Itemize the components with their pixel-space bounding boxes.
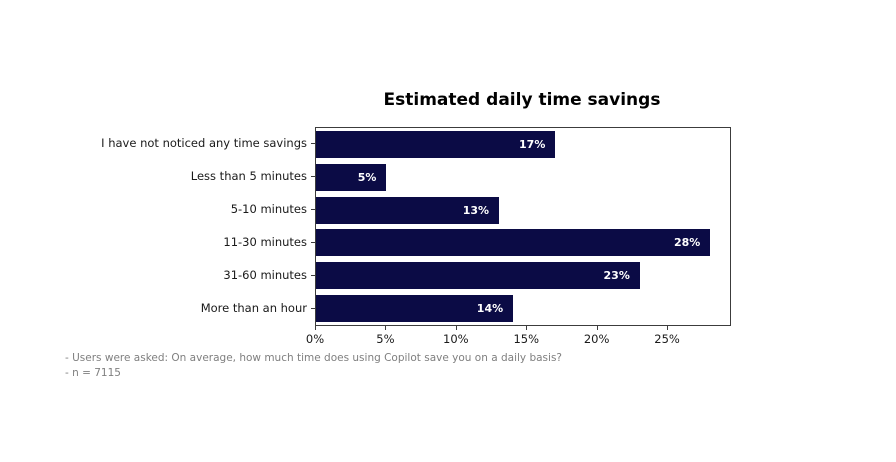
x-axis-tick <box>315 326 316 330</box>
bar-value-label: 14% <box>476 302 504 316</box>
x-axis-tick <box>596 326 598 330</box>
y-axis-label: 31-60 minutes <box>223 267 307 282</box>
y-axis-tick <box>311 307 315 309</box>
footnote-line: - n = 7115 <box>65 367 121 379</box>
x-axis-tick-label: 15% <box>513 332 539 346</box>
bar: 17% <box>316 130 556 158</box>
y-axis-labels: I have not noticed any time savings Less … <box>0 127 315 324</box>
y-axis-label: 11-30 minutes <box>223 234 307 249</box>
x-axis-tick-label: 20% <box>583 332 610 346</box>
bar-value-label: 13% <box>462 203 490 217</box>
footnotes: - Users were asked: On average, how much… <box>65 351 562 381</box>
x-axis-tick <box>667 326 669 330</box>
bar: 28% <box>316 229 711 257</box>
bar: 23% <box>316 262 640 290</box>
y-axis-tick <box>311 274 315 276</box>
y-axis-tick <box>311 143 315 145</box>
x-axis-tick-label: 10% <box>443 332 469 346</box>
x-axis-tick-label: 25% <box>654 332 680 346</box>
plot-area: 17% 5% 13% 28% 23% 14% <box>315 127 731 326</box>
x-axis-tick <box>526 326 528 330</box>
x-axis-tick-label: 5% <box>376 332 395 346</box>
x-axis-tick-label: 0% <box>305 332 325 346</box>
y-axis-label: I have not noticed any time savings <box>101 136 307 151</box>
bar: 13% <box>316 196 500 224</box>
bar-value-label: 5% <box>357 170 377 184</box>
y-axis-label: 5-10 minutes <box>230 202 307 217</box>
x-axis-tick <box>455 326 457 330</box>
footnote-line: - Users were asked: On average, how much… <box>65 352 562 364</box>
y-axis-label: Less than 5 minutes <box>190 169 307 184</box>
x-axis-tick <box>385 326 387 330</box>
chart-title: Estimated daily time savings <box>383 90 661 110</box>
bar-value-label: 23% <box>603 269 630 283</box>
y-axis-tick <box>311 241 315 243</box>
y-axis-tick <box>311 209 315 211</box>
y-axis-label: More than an hour <box>200 300 307 315</box>
bar-value-label: 28% <box>673 236 701 250</box>
bar: 5% <box>316 163 387 191</box>
bar: 14% <box>316 295 514 323</box>
y-axis-tick <box>311 176 315 178</box>
bar-value-label: 17% <box>519 137 546 151</box>
